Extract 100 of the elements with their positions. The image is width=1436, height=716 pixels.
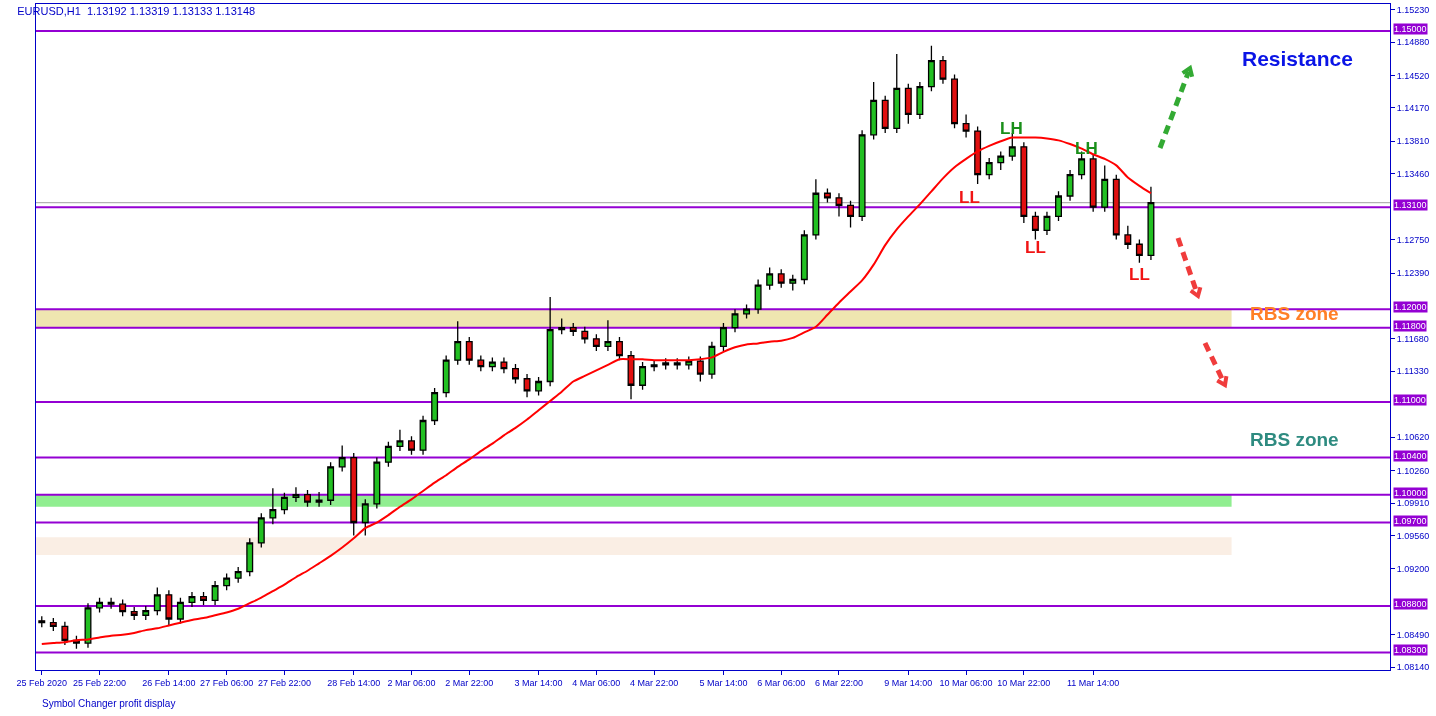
candlestick: [257, 512, 265, 549]
candlestick: [1089, 153, 1097, 213]
x-tick-label: 5 Mar 14:00: [699, 677, 748, 688]
candlestick: [200, 591, 208, 606]
x-tick-label: 26 Feb 14:00: [142, 677, 196, 688]
x-tick-label: 27 Feb 22:00: [257, 677, 311, 688]
candlestick: [731, 308, 739, 334]
candlestick: [569, 322, 577, 337]
annotation: LH: [1000, 119, 1023, 138]
y-tick-label: 1.15230: [1396, 4, 1430, 15]
annotation: LL: [959, 188, 980, 207]
candlestick: [373, 456, 381, 510]
candlestick: [916, 81, 924, 120]
y-tick-label: 1.13460: [1396, 168, 1430, 179]
x-tick-label: 3 Mar 14:00: [514, 677, 563, 688]
candlestick: [315, 491, 323, 508]
candlestick: [766, 266, 774, 291]
candlestick: [754, 278, 762, 315]
candlestick: [165, 589, 173, 627]
y-tick-label: 1.14170: [1396, 103, 1430, 114]
ref-line-label: 1.12000: [1394, 302, 1427, 312]
candlestick: [280, 492, 288, 515]
ref-line-label: 1.15000: [1394, 24, 1427, 34]
candlestick: [581, 326, 589, 345]
ref-line-label: 1.09700: [1394, 516, 1427, 526]
candlestick: [142, 605, 150, 621]
candlestick: [130, 606, 138, 621]
candlestick: [858, 129, 866, 222]
candlestick: [962, 113, 970, 139]
candlestick: [1020, 141, 1028, 224]
candlestick: [650, 359, 658, 372]
candlestick: [1135, 238, 1143, 264]
x-tick-label: 10 Mar 06:00: [939, 677, 993, 688]
candlestick: [408, 435, 415, 456]
candlestick: [292, 486, 300, 503]
candlestick: [500, 356, 508, 374]
candlestick: [1112, 174, 1120, 241]
candlestick: [338, 444, 346, 473]
candlestick: [823, 187, 831, 204]
candlestick: [812, 178, 820, 241]
candlestick: [1124, 225, 1132, 250]
line-series: [40, 136, 1152, 646]
candlestick: [211, 580, 219, 606]
y-tick-label: 1.08140: [1396, 662, 1430, 673]
candlestick: [350, 452, 358, 537]
candlestick: [269, 487, 277, 526]
y-tick-label: 1.12390: [1396, 268, 1430, 279]
candlestick: [719, 322, 727, 352]
candlestick: [1031, 211, 1039, 241]
candlestick: [1147, 186, 1155, 261]
candlestick: [61, 621, 69, 646]
candlestick: [800, 229, 808, 285]
candlestick: [835, 192, 843, 218]
y-tick-label: 1.13810: [1396, 136, 1430, 147]
candlestick: [974, 125, 982, 185]
candlestick: [96, 597, 104, 614]
candlestick: [384, 441, 392, 468]
candlestick: [592, 333, 600, 352]
ref-line-label: 1.08300: [1394, 645, 1427, 655]
candlestick: [465, 336, 473, 366]
candlestick: [1066, 169, 1074, 202]
candlestick: [523, 373, 531, 398]
candlestick: [708, 340, 716, 380]
annotation: LL: [1129, 265, 1150, 284]
ref-line-label: 1.11000: [1394, 395, 1426, 405]
y-tick-label: 1.12750: [1396, 234, 1430, 245]
candlestick: [777, 268, 785, 289]
candlestick: [361, 498, 369, 537]
candlestick: [188, 591, 196, 608]
candlestick: [904, 83, 912, 125]
candlestick: [1055, 190, 1062, 222]
candlestick: [396, 429, 404, 452]
y-tick-label: 1.09560: [1396, 530, 1430, 541]
x-tick-label: 4 Mar 06:00: [572, 677, 621, 688]
candlestick: [442, 354, 450, 398]
candlestick: [176, 597, 184, 625]
candlestick: [639, 361, 647, 391]
y-tick-label: 1.14880: [1396, 37, 1430, 48]
candlestick: [997, 150, 1005, 171]
candlestick: [488, 356, 496, 372]
x-tick-label: 28 Feb 14:00: [327, 677, 381, 688]
candlestick: [627, 350, 635, 400]
candlestick: [246, 537, 254, 577]
y-tick-label: 1.14520: [1396, 70, 1430, 81]
candlestick: [327, 461, 335, 506]
candlestick: [431, 387, 439, 426]
candlestick: [107, 597, 115, 610]
ref-line-label: 1.11800: [1394, 321, 1426, 331]
ref-line-label: 1.08800: [1394, 599, 1427, 609]
candlestick: [38, 615, 46, 628]
candlestick: [558, 317, 566, 335]
candlestick: [454, 320, 462, 366]
candlestick: [49, 617, 57, 632]
ref-line-label: 1.10000: [1394, 488, 1427, 498]
x-tick-label: 27 Feb 06:00: [200, 677, 254, 688]
y-tick-label: 1.08490: [1396, 629, 1430, 640]
ref-line-label: 1.10400: [1394, 451, 1427, 461]
candlestick: [234, 566, 242, 584]
y-tick-label: 1.11330: [1396, 366, 1429, 377]
x-tick-label: 4 Mar 22:00: [630, 677, 679, 688]
